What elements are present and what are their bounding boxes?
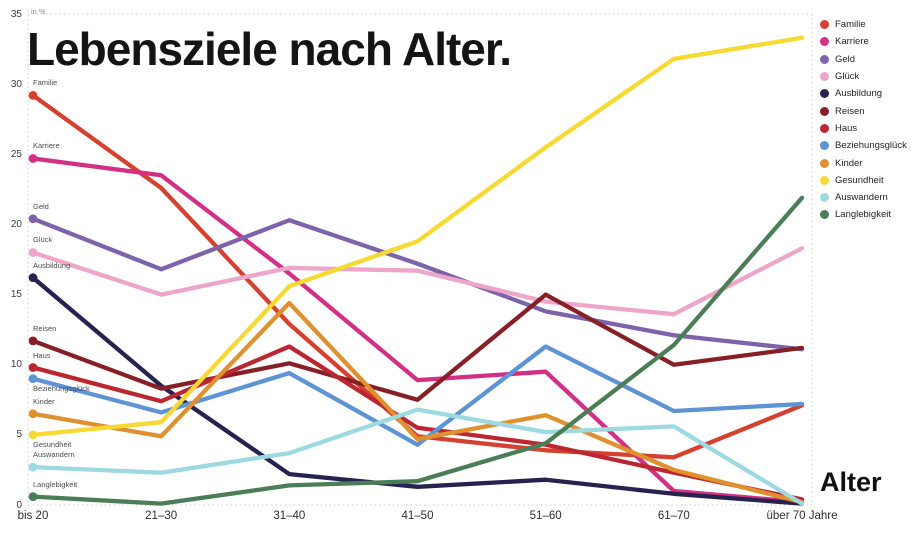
legend-item: Reisen: [820, 102, 907, 119]
legend-label: Langlebigkeit: [835, 209, 891, 221]
series-start-label: Langlebigkeit: [33, 479, 78, 489]
legend-color-dot-icon: [820, 54, 829, 64]
legend-item: Karriere: [820, 33, 907, 50]
legend: Familie Karriere Geld Glück Ausbildung Reisen…: [820, 16, 907, 224]
legend-color-dot-icon: [820, 210, 829, 220]
series-start-label: Karriere: [33, 141, 60, 151]
series-line-6: [30, 344, 805, 502]
series-start-label: Beziehungsglück: [33, 383, 90, 393]
x-tick-label: 41–50: [401, 510, 434, 522]
series-line-11: [30, 195, 805, 506]
legend-item: Gesundheit: [820, 172, 907, 189]
y-tick-label: 15: [10, 289, 22, 301]
y-tick-label: 5: [16, 429, 22, 441]
legend-label: Beziehungsglück: [835, 140, 907, 152]
y-tick-label: 35: [10, 8, 22, 20]
x-tick-label: bis 20: [17, 510, 49, 522]
series-start-dot-7: [28, 374, 38, 384]
series-line-1: [30, 156, 805, 505]
series-line-10: [30, 407, 805, 506]
legend-color-dot-icon: [820, 175, 829, 185]
series-start-dot-9: [28, 430, 38, 440]
legend-item: Kinder: [820, 154, 907, 171]
x-axis-title: Alter: [820, 467, 882, 497]
legend-color-dot-icon: [820, 123, 829, 133]
y-tick-label: 10: [10, 359, 22, 371]
series-start-label: Reisen: [33, 323, 57, 333]
legend-label: Kinder: [835, 157, 863, 169]
series-start-dot-5: [28, 336, 38, 346]
legend-color-dot-icon: [820, 106, 829, 116]
y-tick-label: 30: [10, 78, 22, 90]
y-tick-label: 20: [10, 218, 22, 230]
legend-color-dot-icon: [820, 158, 829, 168]
legend-label: Geld: [835, 53, 856, 65]
legend-color-dot-icon: [820, 37, 829, 47]
x-tick-label: 31–40: [273, 510, 306, 522]
series-line-4: [30, 275, 805, 506]
series-start-label: Haus: [33, 350, 51, 360]
legend-label: Karriere: [835, 36, 869, 48]
series-line-9: [30, 35, 805, 438]
y-tick-label: 0: [16, 499, 22, 511]
legend-label: Reisen: [835, 105, 865, 117]
series-start-label: Ausbildung: [33, 260, 71, 270]
series-line-0: [30, 93, 805, 460]
legend-label: Auswandern: [835, 192, 888, 204]
x-tick-label: 51–60: [529, 510, 562, 522]
series-start-dot-4: [28, 273, 38, 283]
x-tick-label: über 70 Jahre: [766, 510, 838, 522]
legend-item: Geld: [820, 51, 907, 68]
legend-item: Langlebigkeit: [820, 206, 907, 223]
series-start-dot-1: [28, 154, 38, 163]
legend-item: Familie: [820, 16, 907, 33]
legend-color-dot-icon: [820, 89, 829, 99]
legend-color-dot-icon: [820, 193, 829, 203]
legend-label: Gesundheit: [835, 174, 884, 186]
legend-label: Haus: [835, 122, 858, 134]
legend-color-dot-icon: [820, 141, 829, 151]
series-line-5: [30, 292, 805, 402]
legend-item: Haus: [820, 120, 907, 137]
series-start-label: Geld: [33, 201, 49, 211]
series-start-dot-3: [28, 248, 38, 257]
series-start-dot-11: [28, 492, 38, 501]
series-start-label: Kinder: [33, 396, 55, 406]
legend-item: Auswandern: [820, 189, 907, 206]
x-tick-label: 61–70: [657, 510, 690, 522]
series-start-label: Gesundheit: [33, 439, 72, 449]
chart-title: Lebensziele nach Alter.: [27, 23, 512, 75]
series-line-8: [30, 300, 805, 505]
legend-label: Ausbildung: [835, 88, 883, 100]
legend-item: Ausbildung: [820, 85, 907, 102]
series-start-label: Familie: [33, 78, 58, 88]
series-line-7: [30, 344, 805, 447]
legend-color-dot-icon: [820, 72, 829, 82]
series-start-dot-10: [28, 462, 38, 472]
series-start-dot-8: [28, 409, 38, 419]
y-axis-unit-label: in %: [31, 7, 46, 16]
legend-item: Beziehungsglück: [820, 137, 907, 154]
series-start-dot-0: [28, 91, 38, 100]
legend-item: Glück: [820, 68, 907, 85]
series-start-label: Glück: [33, 235, 53, 245]
legend-label: Glück: [835, 71, 860, 83]
legend-color-dot-icon: [820, 20, 829, 30]
series-line-2: [30, 216, 805, 352]
legend-label: Familie: [835, 19, 866, 31]
series-line-3: [30, 246, 805, 317]
series-start-dot-2: [28, 214, 38, 224]
x-tick-label: 21–30: [145, 510, 178, 522]
series-start-dot-6: [28, 363, 38, 372]
series-start-label: Auswandern: [33, 450, 75, 460]
y-tick-label: 25: [10, 148, 22, 160]
